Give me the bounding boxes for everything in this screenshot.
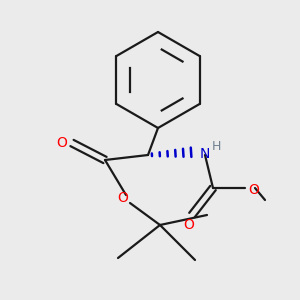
Text: H: H [212,140,221,154]
Text: O: O [118,191,128,205]
Text: O: O [248,183,259,197]
Text: N: N [200,147,210,161]
Text: O: O [57,136,68,150]
Text: O: O [184,218,194,232]
